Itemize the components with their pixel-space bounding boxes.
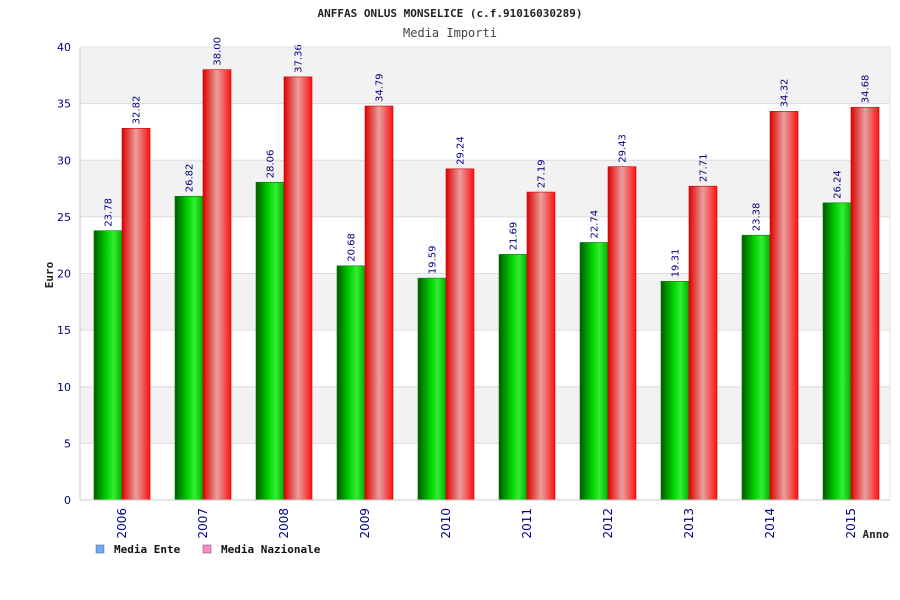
y-tick-label: 0 [64,494,71,507]
chart-subtitle: Media Importi [403,26,497,40]
y-tick-label: 30 [57,154,71,167]
data-label-media-nazionale: 29.43 [618,134,629,163]
y-axis-label: Euro [43,261,56,288]
bar-media-ente [417,277,447,501]
bars [93,69,880,501]
bar-media-ente [93,230,123,501]
data-label-media-ente: 19.59 [428,246,439,275]
data-label-media-ente: 26.24 [833,170,844,199]
y-tick-label: 15 [57,324,71,337]
bar-media-nazionale [364,105,394,501]
bar-media-ente [579,242,609,501]
data-label-media-ente: 22.74 [590,210,601,239]
y-tick-label: 25 [57,211,71,224]
y-tick-labels: 0 5 10 15 20 25 30 35 40 [57,41,71,507]
x-tick-label: 2013 [682,508,696,539]
data-label-media-ente: 28.06 [266,150,277,179]
x-tick-label: 2008 [277,508,291,539]
bar-media-nazionale [769,111,799,501]
data-label-media-nazionale: 27.19 [537,159,548,188]
x-tick-label: 2010 [439,508,453,539]
x-tick-label: 2015 [844,508,858,539]
data-label-media-ente: 23.78 [104,198,115,227]
axes [79,46,891,501]
data-label-media-nazionale: 29.24 [456,136,467,165]
x-tick-label: 2007 [196,508,210,539]
x-tick-label: 2011 [520,508,534,539]
bar-media-ente [336,265,366,501]
x-axis-label: Anno [863,528,890,541]
bar-media-nazionale [850,106,880,501]
y-tick-label: 10 [57,381,71,394]
data-label-media-ente: 23.38 [752,203,763,232]
data-label-media-nazionale: 32.82 [132,96,143,125]
data-label-media-nazionale: 38.00 [213,37,224,66]
bar-media-ente [741,234,771,501]
data-label-media-nazionale: 34.79 [375,73,386,102]
y-tick-label: 20 [57,268,71,281]
bar-media-ente [498,254,528,501]
legend-swatch-media-nazionale [202,544,212,554]
bar-media-nazionale [121,128,151,501]
data-label-media-nazionale: 37.36 [294,44,305,73]
plot-band [80,103,890,161]
bar-media-nazionale [688,185,718,501]
data-label-media-nazionale: 34.68 [861,75,872,104]
bar-media-ente [174,195,204,501]
bar-media-ente [255,181,285,501]
bar-media-ente [822,202,852,501]
x-tick-label: 2009 [358,508,372,539]
y-tick-label: 40 [57,41,71,54]
y-tick-label: 5 [64,437,71,450]
data-labels: 23.78 32.82 26.82 38.00 28.06 37.36 20.68 34.79… [104,37,872,277]
data-label-media-ente: 20.68 [347,233,358,262]
bar-media-nazionale [283,76,313,501]
x-tick-label: 2014 [763,508,777,539]
x-tick-labels: 2006 2007 2008 2009 2010 2011 2012 2013 2014 2015 [115,508,858,539]
bar-media-nazionale [445,168,475,501]
data-label-media-ente: 26.82 [185,164,196,193]
bar-media-nazionale [202,69,232,501]
data-label-media-ente: 21.69 [509,222,520,251]
data-label-media-nazionale: 27.71 [699,154,710,183]
x-tick-label: 2012 [601,508,615,539]
bar-media-nazionale [607,166,637,501]
legend-swatch-media-ente [95,544,105,554]
x-tick-label: 2006 [115,508,129,539]
chart-title: ANFFAS ONLUS MONSELICE (c.f.91016030289) [318,7,583,20]
bar-media-nazionale [526,191,556,501]
bar-media-ente [660,281,690,501]
legend-label-media-nazionale: Media Nazionale [221,543,321,556]
data-label-media-nazionale: 34.32 [780,79,791,108]
plot-band [80,47,890,104]
y-tick-label: 35 [57,98,71,111]
legend-label-media-ente: Media Ente [114,543,181,556]
legend: Media Ente Media Nazionale [95,543,321,556]
data-label-media-ente: 19.31 [671,249,682,278]
